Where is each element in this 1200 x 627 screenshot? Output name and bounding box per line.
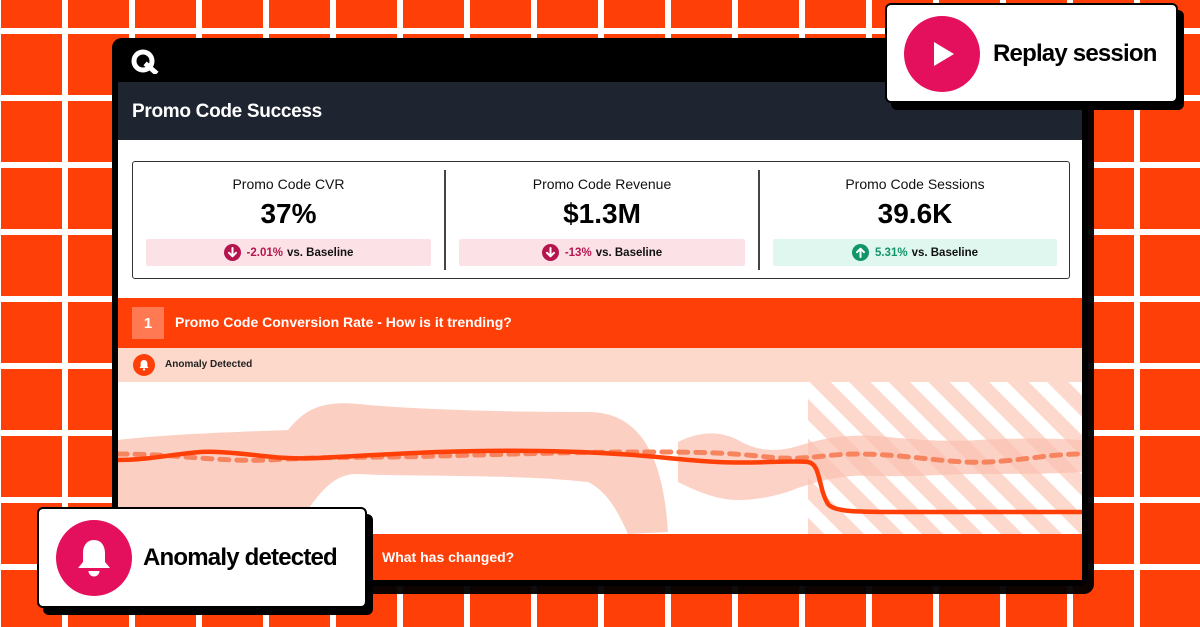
dashboard-header: Promo Code Success bbox=[118, 82, 1082, 140]
section-header-conversion[interactable]: 1 Promo Code Conversion Rate - How is it… bbox=[118, 298, 1082, 348]
replay-session-label: Replay session bbox=[993, 40, 1157, 67]
kpi-panel: Promo Code CVR 37% -2.01% vs. Baseline P… bbox=[132, 161, 1070, 279]
kpi-value: 39.6K bbox=[877, 198, 953, 229]
kpi-value: $1.3M bbox=[563, 198, 641, 229]
confidence-band bbox=[118, 403, 668, 534]
confidence-band bbox=[678, 433, 1082, 500]
page-title: Promo Code Success bbox=[132, 101, 322, 122]
kpi-divider bbox=[758, 170, 760, 270]
dashboard-content: Promo Code Success Promo Code CVR 37% -2… bbox=[118, 82, 1082, 580]
kpi-delta: -2.01% vs. Baseline bbox=[146, 239, 431, 266]
quantum-metric-logo-icon[interactable] bbox=[130, 48, 160, 74]
kpi-delta: 5.31% vs. Baseline bbox=[773, 239, 1057, 266]
section-number: 1 bbox=[132, 307, 164, 339]
anomaly-detected-label: Anomaly detected bbox=[143, 544, 338, 571]
kpi-delta-suffix: vs. Baseline bbox=[911, 246, 979, 259]
anomaly-detected-callout[interactable]: Anomaly detected bbox=[37, 507, 367, 608]
kpi-delta-value: -13% bbox=[564, 246, 592, 259]
kpi-delta-suffix: vs. Baseline bbox=[595, 246, 663, 259]
kpi-label: Promo Code Sessions bbox=[845, 176, 985, 192]
trend-chart-svg bbox=[118, 382, 1082, 534]
bell-icon bbox=[133, 354, 155, 376]
kpi-label: Promo Code CVR bbox=[232, 176, 345, 192]
kpi-delta: -13% vs. Baseline bbox=[459, 239, 745, 266]
kpi-delta-value: 5.31% bbox=[874, 246, 908, 259]
replay-session-callout[interactable]: Replay session bbox=[885, 3, 1178, 103]
kpi-promo-code-cvr[interactable]: Promo Code CVR 37% -2.01% vs. Baseline bbox=[133, 162, 444, 278]
bell-icon bbox=[56, 520, 132, 596]
anomaly-alert-label: Anomaly Detected bbox=[165, 359, 253, 370]
kpi-label: Promo Code Revenue bbox=[532, 176, 672, 192]
kpi-divider bbox=[444, 170, 446, 270]
dashboard-window: Promo Code Success Promo Code CVR 37% -2… bbox=[112, 38, 1088, 586]
arrow-down-circle-icon bbox=[223, 244, 241, 261]
section-title: What has changed? bbox=[382, 549, 515, 565]
conversion-trend-chart[interactable] bbox=[118, 382, 1082, 534]
kpi-promo-code-revenue[interactable]: Promo Code Revenue $1.3M -13% vs. Baseli… bbox=[446, 162, 758, 278]
play-icon bbox=[904, 16, 980, 92]
baseline-dashed-line bbox=[118, 449, 1082, 465]
kpi-delta-value: -2.01% bbox=[246, 246, 283, 259]
arrow-down-circle-icon bbox=[541, 244, 559, 261]
section-title: Promo Code Conversion Rate - How is it t… bbox=[175, 314, 512, 330]
arrow-up-circle-icon bbox=[851, 244, 869, 261]
kpi-value: 37% bbox=[260, 198, 317, 229]
kpi-promo-code-sessions[interactable]: Promo Code Sessions 39.6K 5.31% vs. Base… bbox=[760, 162, 1070, 278]
kpi-delta-suffix: vs. Baseline bbox=[286, 246, 354, 259]
actual-trend-line bbox=[118, 448, 1082, 515]
anomaly-alert-strip[interactable]: Anomaly Detected bbox=[118, 348, 1082, 382]
